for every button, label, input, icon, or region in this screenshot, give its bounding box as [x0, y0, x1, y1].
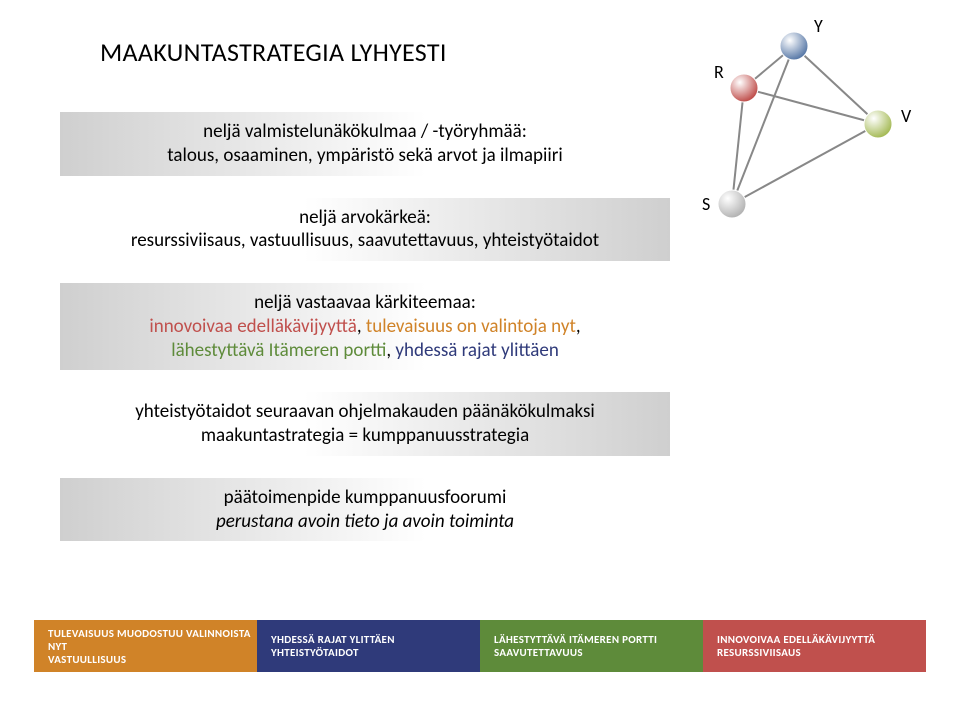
block-line: neljä vastaavaa kärkiteemaa: [254, 291, 476, 315]
block-line: yhteistyötaidot seuraavan ohjelmakauden … [135, 400, 595, 424]
content-block: päätoimenpide kumppanuusfoorumiperustana… [60, 478, 670, 542]
block-span: ja [380, 510, 403, 533]
network-label-v: V [901, 105, 912, 127]
block-span: innovoivaa edelläkävijyyttä [149, 315, 356, 338]
content-block: neljä vastaavaa kärkiteemaa:innovoivaa e… [60, 283, 670, 370]
network-label-y: Y [814, 15, 823, 37]
footer-bar: TULEVAISUUS MUODOSTUU VALINNOISTA NYTVAS… [34, 620, 926, 672]
block-span: avoin tieto [298, 510, 380, 533]
footer-line1: LÄHESTYTTÄVÄ ITÄMEREN PORTTI [494, 633, 703, 646]
block-span: , [357, 315, 366, 338]
block-line: neljä valmistelunäkökulmaa / -työryhmää: [203, 120, 527, 144]
block-span: yhdessä rajat ylittäen [395, 339, 558, 362]
block-line: innovoivaa edelläkävijyyttä, tulevaisuus… [149, 315, 580, 339]
block-line: lähestyttävä Itämeren portti, yhdessä ra… [171, 339, 559, 363]
block-span: , [576, 315, 581, 338]
footer-cell: LÄHESTYTTÄVÄ ITÄMEREN PORTTISAAVUTETTAVU… [480, 620, 703, 672]
footer-cell: INNOVOIVAA EDELLÄKÄVIJYYTTÄRESURSSIVIISA… [703, 620, 926, 672]
network-node-y [780, 32, 808, 60]
block-line: talous, osaaminen, ympäristö sekä arvot … [167, 144, 562, 168]
footer-line2: VASTUULLISUUS [48, 653, 257, 666]
footer-line1: TULEVAISUUS MUODOSTUU VALINNOISTA NYT [48, 627, 257, 653]
content-block: neljä arvokärkeä:resurssiviisaus, vastuu… [60, 198, 670, 262]
block-span: tulevaisuus on valintoja nyt [366, 315, 576, 338]
footer-cell: TULEVAISUUS MUODOSTUU VALINNOISTA NYTVAS… [34, 620, 257, 672]
network-label-r: R [714, 61, 724, 83]
network-label-s: S [702, 193, 710, 215]
footer-line2: SAAVUTETTAVUUS [494, 646, 703, 659]
block-span: avoin toiminta [403, 510, 514, 533]
block-line: resurssiviisaus, vastuullisuus, saavutet… [131, 229, 599, 253]
block-line: neljä arvokärkeä: [299, 206, 431, 230]
content-blocks: neljä valmistelunäkökulmaa / -työryhmää:… [60, 112, 670, 563]
network-node-r [730, 74, 758, 102]
block-span: perustana [216, 510, 298, 533]
page-title: MAAKUNTASTRATEGIA LYHYESTI [100, 36, 447, 68]
content-block: yhteistyötaidot seuraavan ohjelmakauden … [60, 392, 670, 456]
block-span: lähestyttävä Itämeren portti [171, 339, 386, 362]
content-block: neljä valmistelunäkökulmaa / -työryhmää:… [60, 112, 670, 176]
network-node-v [864, 110, 892, 138]
footer-cell: YHDESSÄ RAJAT YLITTÄENYHTEISTYÖTAIDOT [257, 620, 480, 672]
network-node-s [718, 190, 746, 218]
block-line: perustana avoin tieto ja avoin toiminta [216, 510, 514, 534]
footer-line2: YHTEISTYÖTAIDOT [271, 646, 480, 659]
block-line: päätoimenpide kumppanuusfoorumi [224, 486, 507, 510]
block-line: maakuntastrategia = kumppanuusstrategia [201, 424, 529, 448]
footer-line2: RESURSSIVIISAUS [717, 646, 926, 659]
footer-line1: YHDESSÄ RAJAT YLITTÄEN [271, 633, 480, 646]
footer-line1: INNOVOIVAA EDELLÄKÄVIJYYTTÄ [717, 633, 926, 646]
